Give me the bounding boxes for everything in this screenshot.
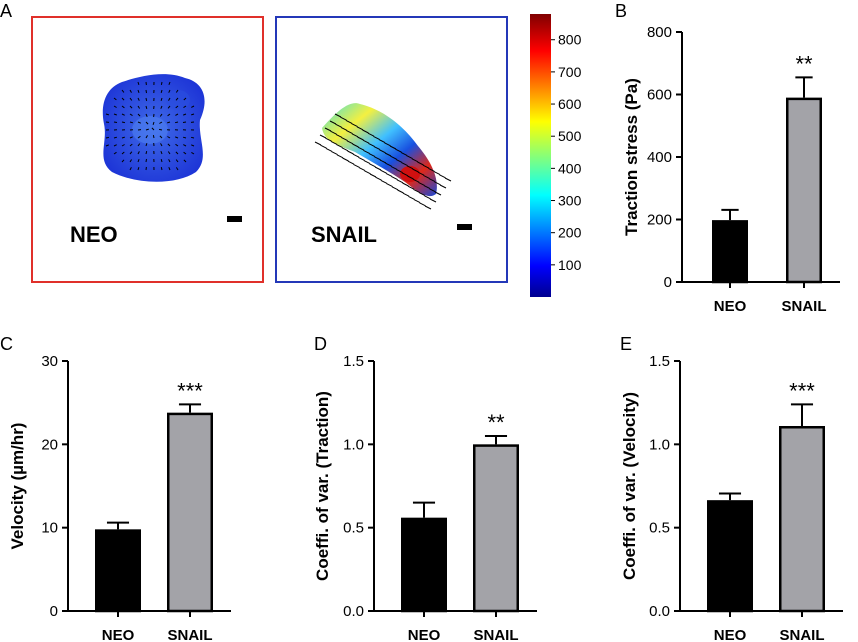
panel-letter-a: A bbox=[0, 1, 12, 21]
y-tick-label: 0 bbox=[50, 603, 58, 620]
bar-snail bbox=[473, 444, 519, 613]
colorbar-tick-label: 700 bbox=[558, 64, 582, 80]
category-label: SNAIL bbox=[168, 627, 213, 642]
bar-snail bbox=[779, 426, 825, 613]
colorbar-tick-label: 200 bbox=[558, 225, 582, 241]
y-tick-label: 1.5 bbox=[343, 353, 364, 370]
category-label: NEO bbox=[102, 627, 135, 642]
bar-neo bbox=[401, 517, 447, 613]
category-label: NEO bbox=[714, 298, 747, 315]
panel-e-velocity-variation-chart: E NEO *** SNAIL 0.0 0.5 1.0 1.5 Coeffi. of var.… bbox=[620, 334, 843, 642]
bar-snail bbox=[786, 97, 822, 284]
y-tick-label: 1.0 bbox=[649, 436, 670, 453]
y-tick-label: 800 bbox=[647, 24, 672, 41]
neo-cell-label: NEO bbox=[70, 222, 118, 247]
colorbar-tick-label: 400 bbox=[558, 160, 582, 176]
snail-traction-map-frame bbox=[275, 16, 508, 283]
category-label: SNAIL bbox=[474, 627, 519, 642]
bar-neo bbox=[712, 220, 748, 284]
category-label: SNAIL bbox=[780, 627, 825, 642]
colorbar-tick-label: 800 bbox=[558, 32, 582, 48]
y-tick-label: 30 bbox=[41, 353, 58, 370]
significance-marker: *** bbox=[789, 378, 815, 403]
bar-neo bbox=[95, 529, 141, 613]
y-axis-title: Velocity (µm/hr) bbox=[8, 423, 27, 550]
category-label: NEO bbox=[714, 627, 747, 642]
colorbar: 100 200 300 400 500 600 700 800 bbox=[530, 14, 582, 297]
significance-marker: ** bbox=[795, 51, 813, 76]
y-tick-label: 1.0 bbox=[343, 436, 364, 453]
colorbar-tick-label: 300 bbox=[558, 193, 582, 209]
significance-marker: ** bbox=[487, 410, 505, 435]
colorbar-gradient bbox=[530, 14, 551, 297]
neo-scale-bar bbox=[227, 216, 242, 222]
y-tick-label: 20 bbox=[41, 436, 58, 453]
colorbar-tick-label: 600 bbox=[558, 96, 582, 112]
y-tick-label: 0.0 bbox=[343, 603, 364, 620]
y-tick-label: 600 bbox=[647, 87, 672, 104]
snail-cell-traction-map bbox=[314, 103, 452, 210]
y-axis-title: Coeffi. of var. (Velocity) bbox=[620, 392, 639, 580]
panel-letter-e: E bbox=[620, 334, 632, 354]
y-tick-label: 10 bbox=[41, 520, 58, 537]
panel-a: A NEO SNAIL 100 200 300 400 500 600 700 800 bbox=[0, 1, 582, 297]
snail-scale-bar bbox=[457, 224, 472, 230]
y-axis-title: Coeffi. of var. (Traction) bbox=[313, 391, 332, 581]
significance-marker: *** bbox=[177, 378, 203, 403]
snail-cell-label: SNAIL bbox=[311, 222, 377, 247]
y-tick-label: 400 bbox=[647, 149, 672, 166]
y-tick-label: 0.5 bbox=[649, 520, 670, 537]
y-tick-label: 0.5 bbox=[343, 520, 364, 537]
bar-neo bbox=[707, 500, 753, 613]
panel-d-traction-variation-chart: D NEO ** SNAIL 0.0 0.5 1.0 1.5 Coeffi. of var. … bbox=[313, 334, 537, 642]
panel-b-traction-stress-chart: B NEO ** SNAIL 0 200 400 600 800 Traction stress… bbox=[615, 1, 840, 315]
panel-letter-d: D bbox=[314, 334, 327, 354]
panel-c-velocity-chart: C NEO *** SNAIL 0 10 20 30 Velocity (µm/hr) bbox=[0, 334, 231, 642]
y-tick-label: 1.5 bbox=[649, 353, 670, 370]
bar-snail bbox=[167, 412, 213, 613]
colorbar-tick-label: 500 bbox=[558, 128, 582, 144]
colorbar-tick-label: 100 bbox=[558, 257, 582, 273]
category-label: SNAIL bbox=[782, 298, 827, 315]
category-label: NEO bbox=[408, 627, 441, 642]
y-axis-title: Traction stress (Pa) bbox=[622, 78, 641, 236]
panel-letter-c: C bbox=[0, 334, 13, 354]
panel-letter-b: B bbox=[615, 1, 627, 21]
neo-cell-traction-map bbox=[102, 74, 205, 182]
y-tick-label: 0.0 bbox=[649, 603, 670, 620]
y-tick-label: 0 bbox=[664, 274, 672, 291]
y-tick-label: 200 bbox=[647, 212, 672, 229]
